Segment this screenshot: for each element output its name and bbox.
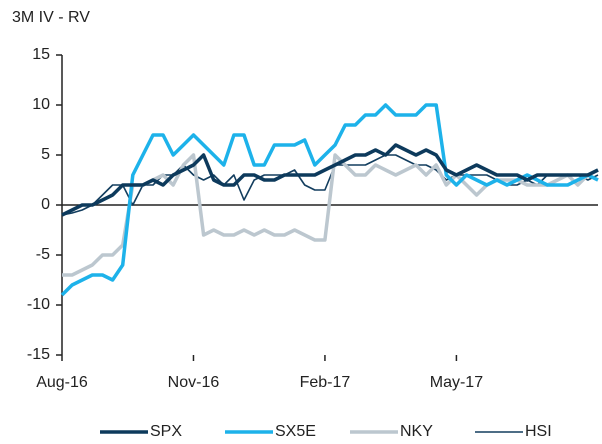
legend-label: NKY bbox=[400, 423, 433, 440]
x-tick-label: Feb-17 bbox=[300, 374, 351, 391]
y-axis-label: 3M IV - RV bbox=[12, 9, 90, 26]
y-tick-label: 0 bbox=[41, 196, 50, 213]
y-tick-label: 10 bbox=[32, 96, 50, 113]
series-line bbox=[60, 103, 599, 297]
series-line bbox=[61, 143, 599, 217]
legend-label: SPX bbox=[150, 423, 182, 440]
y-tick-label: 5 bbox=[41, 146, 50, 163]
y-tick-label: -15 bbox=[27, 346, 50, 363]
series-line bbox=[62, 153, 599, 277]
legend-label: SX5E bbox=[275, 423, 316, 440]
x-tick-label: May-17 bbox=[430, 374, 483, 391]
y-tick-label: -10 bbox=[27, 296, 50, 313]
y-tick-label: 15 bbox=[32, 46, 50, 63]
y-tick-label: -5 bbox=[36, 246, 50, 263]
legend-label: HSI bbox=[525, 423, 552, 440]
x-tick-label: Aug-16 bbox=[36, 374, 88, 391]
x-tick-label: Nov-16 bbox=[168, 374, 220, 391]
